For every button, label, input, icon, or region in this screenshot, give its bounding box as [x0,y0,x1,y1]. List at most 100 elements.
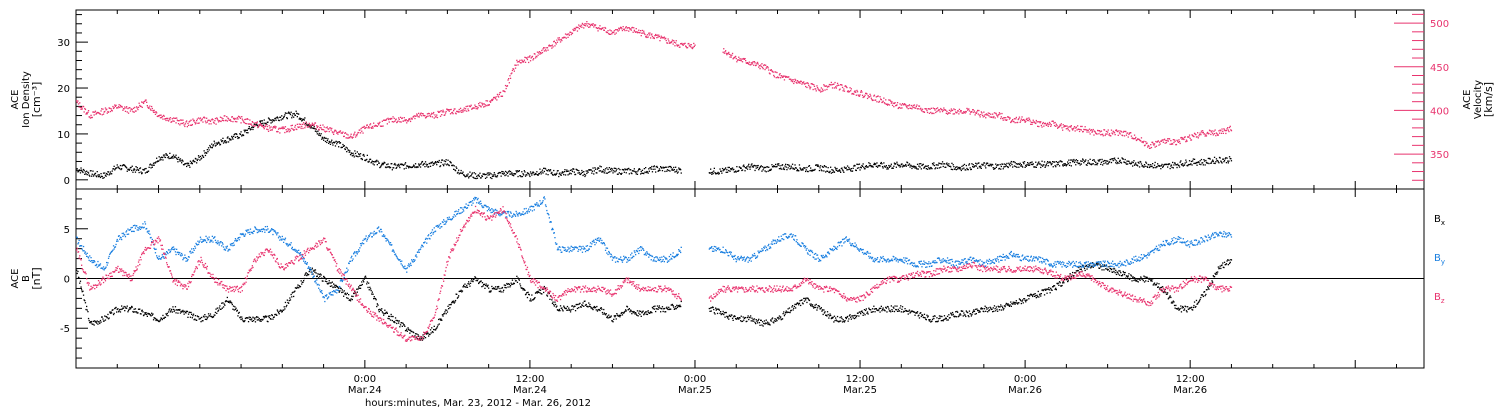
bx-point [531,294,532,295]
velocity-point [1226,130,1227,131]
velocity-point [464,110,465,111]
velocity-point [936,108,937,109]
velocity-point [687,47,688,48]
velocity-point [1172,143,1173,144]
velocity-point [604,30,605,31]
ion-density-point [636,171,637,172]
bx-point [195,315,196,316]
bx-point [529,294,530,295]
velocity-point [933,108,934,109]
ion-density-point [507,173,508,174]
bx-point [341,288,342,289]
bx-point [190,317,191,318]
ion-density-point [1118,163,1119,164]
velocity-point [1151,147,1152,148]
ion-density-point [336,141,337,142]
bx-point [555,304,556,305]
ion-density-point [314,126,315,127]
velocity-point [202,118,203,119]
bx-point [779,315,780,316]
velocity-point [284,128,285,129]
ion-density-point [928,165,929,166]
ion-density-point [732,167,733,168]
velocity-point [861,90,862,91]
velocity-point [421,115,422,116]
bx-point [566,310,567,311]
ion-density-point [521,176,522,177]
ion-density-point [863,167,864,168]
ion-density-point [1200,164,1201,165]
velocity-point [511,72,512,73]
bx-point [472,281,473,282]
ion-density-point [587,170,588,171]
bx-point [748,319,749,320]
bx-point [454,301,455,302]
bx-point [96,322,97,323]
velocity-point [127,108,128,109]
ion-density-point [595,169,596,170]
velocity-point [312,124,313,125]
bx-point [510,285,511,286]
velocity-point [994,112,995,113]
velocity-point [673,43,674,44]
velocity-point [80,109,81,110]
bx-point [658,307,659,308]
velocity-point [254,126,255,127]
ion-density-point [899,165,900,166]
ion-density-point [542,170,543,171]
bx-point [422,334,423,335]
ion-density-point [165,157,166,158]
ion-density-point [1161,165,1162,166]
bx-point [301,280,302,281]
ion-density-point [567,171,568,172]
ion-density-point [587,172,588,173]
velocity-point [366,127,367,128]
velocity-point [321,127,322,128]
velocity-point [1021,116,1022,117]
bx-point [498,286,499,287]
ion-density-point [1146,163,1147,164]
velocity-point [367,124,368,125]
date-tick-label: Mar.26 [1173,385,1207,396]
velocity-point [916,106,917,107]
velocity-point [426,116,427,117]
ion-density-point [507,175,508,176]
ion-density-point [571,169,572,170]
bx-point [587,306,588,307]
velocity-point [155,114,156,115]
bx-point [274,316,275,317]
ion-density-point [209,145,210,146]
bx-point [726,316,727,317]
velocity-point [643,32,644,33]
ion-density-point [873,166,874,167]
velocity-point [893,103,894,104]
bx-point [244,320,245,321]
ion-density-point [641,171,642,172]
bx-point [653,308,654,309]
velocity-point [506,88,507,89]
bx-point [85,309,86,310]
ion-density-point [1117,162,1118,163]
ion-density-point [135,172,136,173]
ion-density-point [562,172,563,173]
velocity-point [673,40,674,41]
bx-point [512,280,513,281]
ion-density-point [134,169,135,170]
ion-density-point [738,170,739,171]
ion-density-point [835,168,836,169]
velocity-point [853,94,854,95]
velocity-point [289,131,290,132]
velocity-point [672,40,673,41]
bx-point [120,309,121,310]
velocity-point [942,111,943,112]
velocity-point [950,111,951,112]
ion-density-point [386,164,387,165]
velocity-point [851,88,852,89]
ion-density-point [187,164,188,165]
bx-point [449,304,450,305]
velocity-point [1141,137,1142,138]
bx-point [772,317,773,318]
ion-density-point [561,173,562,174]
ion-density-point [669,170,670,171]
velocity-point [949,110,950,111]
